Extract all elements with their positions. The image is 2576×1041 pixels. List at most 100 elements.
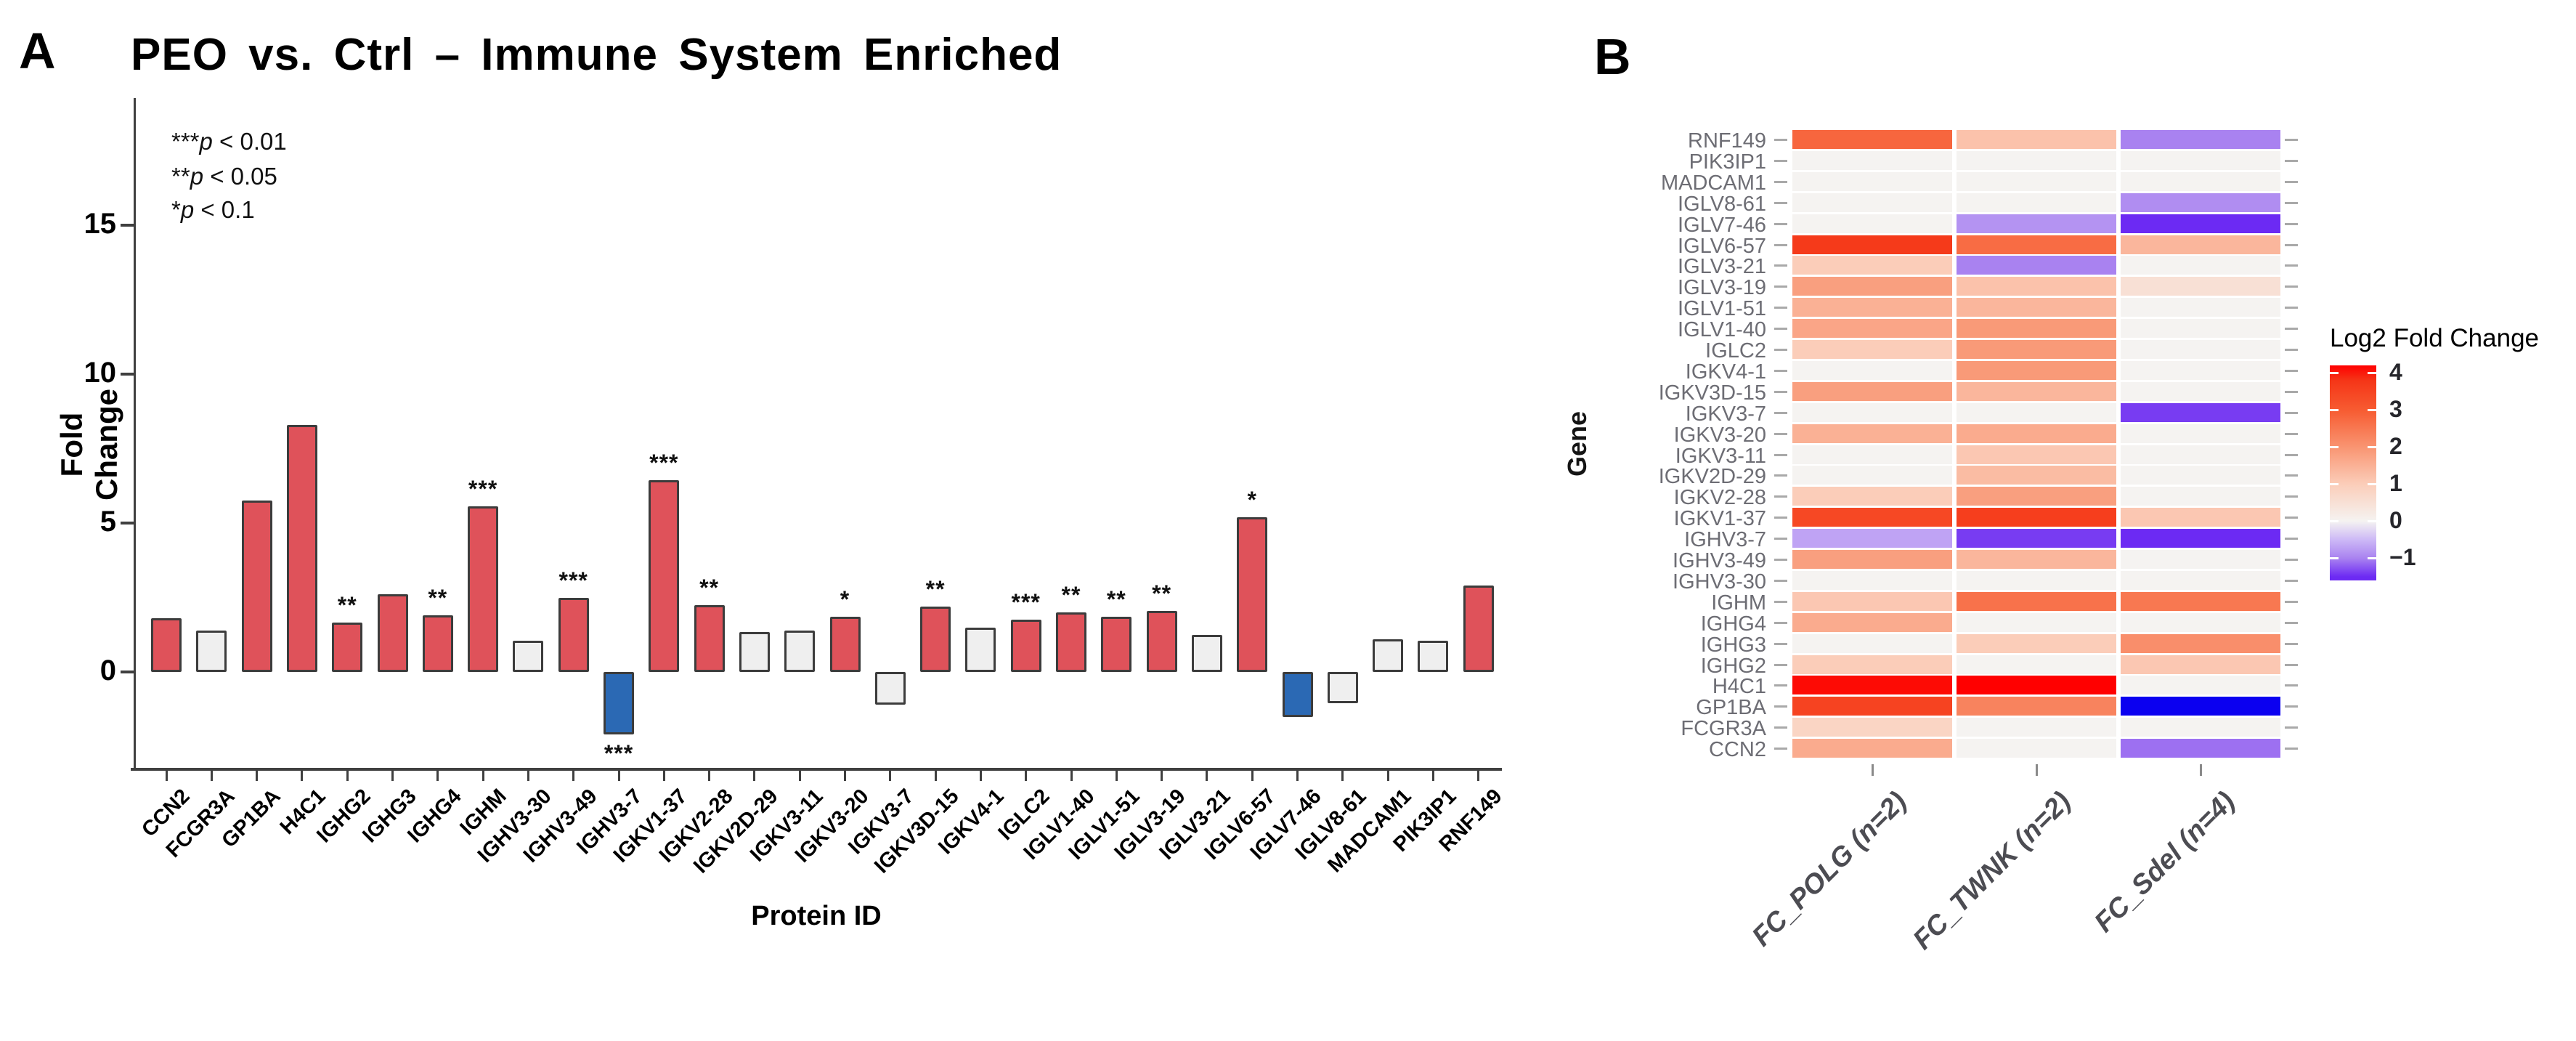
x-tick-IGKV2D-29 xyxy=(753,771,756,781)
bar-IGKV4-1 xyxy=(965,627,996,672)
legend-notch-right--1 xyxy=(2368,557,2376,560)
heatmap-cell-IGKV3-20-col2 xyxy=(1957,424,2116,443)
heatmap-cell-FCGR3A-col2 xyxy=(1957,718,2116,737)
bar-IGKV3-7 xyxy=(874,672,906,705)
heatmap-cell-CCN2-col3 xyxy=(2121,739,2280,758)
heatmap-cell-IGHG2-col2 xyxy=(1957,655,2116,674)
gene-label-IGKV3-7: IGKV3-7 xyxy=(1685,402,1766,426)
heatmap-cell-IGLV3-19-col3 xyxy=(2121,277,2280,296)
sig-threshold: < 0.01 xyxy=(212,128,287,155)
bar-FCGR3A xyxy=(196,630,227,672)
heatmap-cell-IGLV3-19-col2 xyxy=(1957,277,2116,296)
significance-IGLV1-51: ** xyxy=(1106,586,1126,613)
row-tick-left-IGHG4 xyxy=(1774,621,1787,624)
heatmap-cell-IGKV1-37-col2 xyxy=(1957,508,2116,527)
heatmap-cell-IGHG4-col3 xyxy=(2121,612,2280,632)
bar-IGLV1-40 xyxy=(1056,612,1086,672)
legend-notch-right-1 xyxy=(2368,483,2376,486)
heatmap-cell-PIK3IP1-col1 xyxy=(1792,150,1952,170)
sig-legend-line-3: *p < 0.1 xyxy=(171,196,255,224)
y-tick-label-10: 10 xyxy=(84,357,117,389)
heatmap-cell-IGHV3-49-col1 xyxy=(1792,550,1952,569)
significance-IGLC2: *** xyxy=(1011,589,1041,616)
bar-IGHV3-7 xyxy=(604,672,634,735)
bar-IGHV3-49 xyxy=(558,597,589,672)
bar-IGLC2 xyxy=(1010,620,1041,672)
heatmap-cell-MADCAM1-col3 xyxy=(2121,171,2280,191)
heatmap-cell-IGLC2-col3 xyxy=(2121,340,2280,359)
row-tick-left-IGLC2 xyxy=(1774,349,1787,351)
gene-label-IGHG4: IGHG4 xyxy=(1700,612,1766,636)
heatmap-cell-MADCAM1-col1 xyxy=(1792,171,1952,191)
bar-H4C1 xyxy=(286,424,317,672)
row-tick-left-FCGR3A xyxy=(1774,726,1787,729)
bar-GP1BA xyxy=(241,501,272,672)
legend-tick-label-1: 1 xyxy=(2389,470,2402,497)
bar-IGLV3-19 xyxy=(1146,610,1177,672)
row-tick-right-GP1BA xyxy=(2285,705,2298,708)
row-tick-left-IGKV2-28 xyxy=(1774,495,1787,498)
y-tick-label-15: 15 xyxy=(84,208,117,240)
x-tick-IGKV3-11 xyxy=(798,771,801,781)
sig-legend-line-2: **p < 0.05 xyxy=(171,163,277,190)
x-axis-line xyxy=(131,768,1502,771)
heatmap-cell-IGLV1-51-col1 xyxy=(1792,298,1952,317)
row-tick-left-IGHV3-7 xyxy=(1774,538,1787,540)
col-tick-1 xyxy=(1871,764,1874,776)
row-tick-left-H4C1 xyxy=(1774,684,1787,687)
bar-CCN2 xyxy=(151,618,182,672)
significance-IGLV6-57: * xyxy=(1247,486,1257,513)
heatmap-cell-IGLV6-57-col2 xyxy=(1957,235,2116,254)
heatmap-cell-IGKV2-28-col2 xyxy=(1957,487,2116,506)
y-tick-0 xyxy=(121,671,134,673)
row-tick-right-IGKV1-37 xyxy=(2285,517,2298,519)
row-tick-left-MADCAM1 xyxy=(1774,180,1787,183)
row-tick-right-IGLV3-21 xyxy=(2285,264,2298,267)
bar-IGKV1-37 xyxy=(649,479,680,672)
significance-IGKV3D-15: ** xyxy=(925,575,946,602)
heatmap-cell-RNF149-col1 xyxy=(1792,130,1952,149)
heatmap-cell-IGLV8-61-col2 xyxy=(1957,193,2116,212)
gene-label-PIK3IP1: PIK3IP1 xyxy=(1689,150,1766,174)
row-tick-left-IGKV2D-29 xyxy=(1774,474,1787,477)
gene-label-FCGR3A: FCGR3A xyxy=(1681,717,1766,741)
heatmap-cell-H4C1-col1 xyxy=(1792,676,1952,695)
gene-label-IGKV3D-15: IGKV3D-15 xyxy=(1658,381,1766,405)
heatmap-cell-IGHM-col1 xyxy=(1792,591,1952,611)
row-tick-right-IGLV7-46 xyxy=(2285,222,2298,225)
heatmap-cell-IGHV3-49-col2 xyxy=(1957,550,2116,569)
legend-tick-label--1: −1 xyxy=(2389,544,2416,571)
row-tick-right-IGKV3-20 xyxy=(2285,432,2298,435)
row-tick-left-IGLV3-21 xyxy=(1774,264,1787,267)
heatmap-cell-IGKV3-7-col3 xyxy=(2121,402,2280,422)
x-tick-IGKV3-20 xyxy=(844,771,846,781)
bar-IGLV3-21 xyxy=(1191,634,1222,672)
heatmap-cell-IGLV6-57-col1 xyxy=(1792,235,1952,254)
heatmap-cell-IGKV3-11-col1 xyxy=(1792,445,1952,464)
x-tick-IGHV3-49 xyxy=(572,771,575,781)
heatmap-cell-IGKV2D-29-col1 xyxy=(1792,466,1952,485)
col-tick-2 xyxy=(2035,764,2038,776)
row-tick-left-IGHM xyxy=(1774,600,1787,603)
heatmap-cell-IGLC2-col1 xyxy=(1792,340,1952,359)
x-tick-IGLV1-40 xyxy=(1070,771,1073,781)
row-tick-right-H4C1 xyxy=(2285,684,2298,687)
x-tick-IGLV3-21 xyxy=(1206,771,1208,781)
heatmap-cell-GP1BA-col3 xyxy=(2121,697,2280,716)
significance-IGHV3-49: *** xyxy=(558,567,588,594)
gene-label-GP1BA: GP1BA xyxy=(1696,696,1766,720)
bar-IGLV7-46 xyxy=(1282,672,1313,717)
heatmap-cell-IGHM-col2 xyxy=(1957,591,2116,611)
x-tick-IGKV4-1 xyxy=(979,771,982,781)
bar-IGHG3 xyxy=(377,594,408,672)
x-tick-IGHG2 xyxy=(346,771,349,781)
heatmap-cell-IGHM-col3 xyxy=(2121,591,2280,611)
heatmap-cell-IGKV3-11-col2 xyxy=(1957,445,2116,464)
x-tick-IGKV1-37 xyxy=(662,771,665,781)
heatmap-cell-PIK3IP1-col3 xyxy=(2121,150,2280,170)
gene-label-IGKV2D-29: IGKV2D-29 xyxy=(1658,465,1766,489)
heatmap-cell-IGKV3-20-col1 xyxy=(1792,424,1952,443)
row-tick-right-FCGR3A xyxy=(2285,726,2298,729)
